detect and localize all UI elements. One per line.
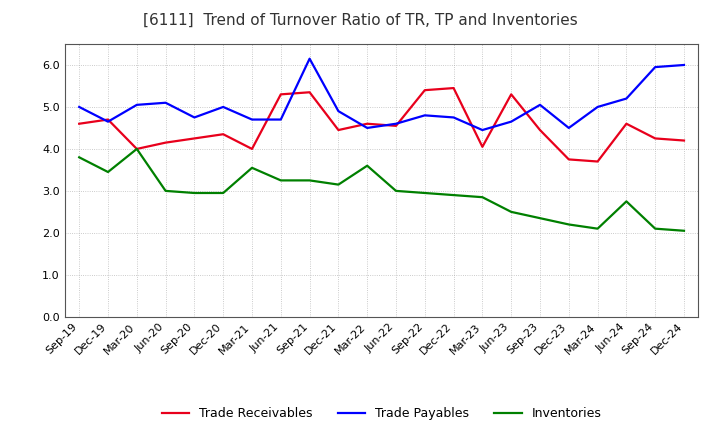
Trade Payables bbox=[276, 117, 285, 122]
Trade Payables bbox=[449, 115, 458, 120]
Trade Payables bbox=[507, 119, 516, 124]
Inventories bbox=[248, 165, 256, 170]
Trade Receivables bbox=[161, 140, 170, 145]
Trade Payables bbox=[75, 104, 84, 110]
Trade Payables bbox=[132, 102, 141, 107]
Trade Receivables bbox=[132, 146, 141, 151]
Line: Trade Payables: Trade Payables bbox=[79, 59, 684, 130]
Trade Receivables bbox=[593, 159, 602, 164]
Inventories bbox=[219, 191, 228, 196]
Text: [6111]  Trend of Turnover Ratio of TR, TP and Inventories: [6111] Trend of Turnover Ratio of TR, TP… bbox=[143, 13, 577, 28]
Trade Payables bbox=[219, 104, 228, 110]
Trade Payables bbox=[420, 113, 429, 118]
Inventories bbox=[680, 228, 688, 233]
Trade Receivables bbox=[363, 121, 372, 126]
Trade Receivables bbox=[334, 128, 343, 133]
Legend: Trade Receivables, Trade Payables, Inventories: Trade Receivables, Trade Payables, Inven… bbox=[157, 402, 606, 425]
Trade Receivables bbox=[478, 144, 487, 150]
Inventories bbox=[478, 194, 487, 200]
Trade Payables bbox=[334, 109, 343, 114]
Inventories bbox=[161, 188, 170, 194]
Inventories bbox=[507, 209, 516, 215]
Trade Receivables bbox=[536, 128, 544, 133]
Trade Payables bbox=[392, 121, 400, 126]
Trade Payables bbox=[680, 62, 688, 68]
Inventories bbox=[392, 188, 400, 194]
Inventories bbox=[564, 222, 573, 227]
Inventories bbox=[593, 226, 602, 231]
Inventories bbox=[651, 226, 660, 231]
Trade Payables bbox=[248, 117, 256, 122]
Inventories bbox=[305, 178, 314, 183]
Trade Receivables bbox=[449, 85, 458, 91]
Inventories bbox=[363, 163, 372, 169]
Trade Payables bbox=[104, 119, 112, 124]
Inventories bbox=[420, 191, 429, 196]
Trade Payables bbox=[593, 104, 602, 110]
Trade Payables bbox=[622, 96, 631, 101]
Inventories bbox=[622, 199, 631, 204]
Trade Payables bbox=[190, 115, 199, 120]
Trade Payables bbox=[651, 64, 660, 70]
Trade Payables bbox=[305, 56, 314, 61]
Line: Trade Receivables: Trade Receivables bbox=[79, 88, 684, 161]
Trade Receivables bbox=[276, 92, 285, 97]
Trade Payables bbox=[564, 125, 573, 131]
Trade Receivables bbox=[248, 146, 256, 151]
Inventories bbox=[104, 169, 112, 175]
Trade Receivables bbox=[190, 136, 199, 141]
Trade Payables bbox=[161, 100, 170, 106]
Trade Receivables bbox=[680, 138, 688, 143]
Trade Receivables bbox=[651, 136, 660, 141]
Inventories bbox=[75, 155, 84, 160]
Trade Receivables bbox=[104, 117, 112, 122]
Inventories bbox=[190, 191, 199, 196]
Trade Receivables bbox=[219, 132, 228, 137]
Trade Receivables bbox=[392, 123, 400, 128]
Inventories bbox=[334, 182, 343, 187]
Inventories bbox=[276, 178, 285, 183]
Trade Payables bbox=[536, 102, 544, 107]
Trade Payables bbox=[363, 125, 372, 131]
Trade Receivables bbox=[420, 88, 429, 93]
Trade Payables bbox=[478, 128, 487, 133]
Trade Receivables bbox=[75, 121, 84, 126]
Trade Receivables bbox=[507, 92, 516, 97]
Inventories bbox=[536, 216, 544, 221]
Inventories bbox=[132, 146, 141, 151]
Trade Receivables bbox=[622, 121, 631, 126]
Trade Receivables bbox=[564, 157, 573, 162]
Inventories bbox=[449, 192, 458, 198]
Line: Inventories: Inventories bbox=[79, 149, 684, 231]
Trade Receivables bbox=[305, 90, 314, 95]
